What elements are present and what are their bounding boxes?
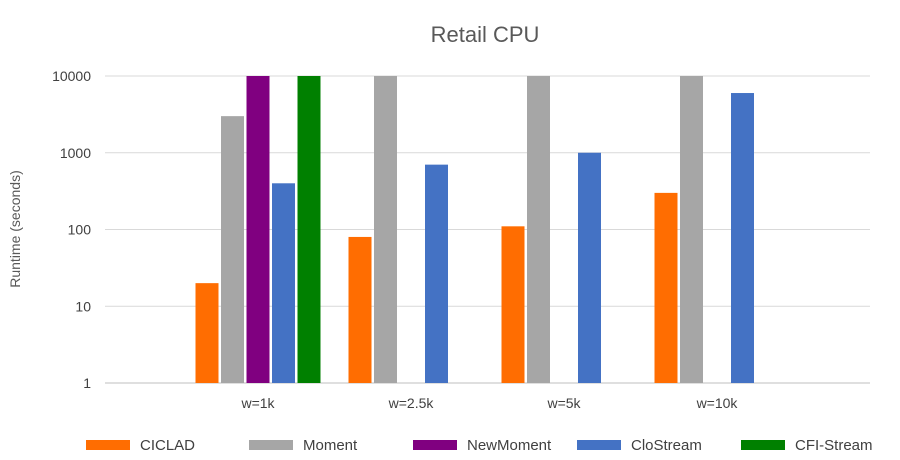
chart-title: Retail CPU	[431, 22, 540, 47]
bar-ciclad-2	[501, 226, 525, 383]
bar-moment-0	[221, 116, 244, 383]
bar-cfi-stream-0	[297, 76, 321, 383]
legend-swatch-moment	[249, 440, 293, 450]
legend-swatch-clostream	[577, 440, 621, 450]
bar-ciclad-1	[348, 236, 372, 383]
bar-moment-2	[527, 76, 550, 383]
bar-ciclad-0	[195, 283, 219, 383]
x-tick-label: w=1k	[240, 395, 275, 411]
x-tick-label: w=2.5k	[388, 395, 435, 411]
legend-label: NewMoment	[467, 437, 552, 454]
legend-swatch-ciclad	[86, 440, 130, 450]
bar-clostream-0	[272, 183, 295, 383]
legend: CICLAD Moment NewMoment CloStream CFI-Stream	[86, 437, 873, 454]
legend-swatch-newmoment	[413, 440, 457, 450]
bar-newmoment-0	[246, 76, 270, 383]
y-axis-ticks: 1 10 100 1000 10000	[52, 68, 91, 391]
bar-clostream-3	[731, 93, 754, 384]
legend-label: CFI-Stream	[795, 437, 873, 454]
y-tick-label: 10000	[52, 68, 91, 84]
legend-label: CICLAD	[140, 437, 195, 454]
y-tick-label: 100	[68, 222, 92, 238]
bar-clostream-2	[578, 152, 601, 383]
x-tick-label: w=10k	[696, 395, 739, 411]
legend-label: Moment	[303, 437, 358, 454]
bar-moment-1	[374, 76, 397, 383]
y-tick-label: 1000	[60, 145, 91, 161]
y-axis-label: Runtime (seconds)	[7, 170, 23, 288]
legend-swatch-cfi-stream	[741, 440, 785, 450]
legend-label: CloStream	[631, 437, 702, 454]
gridlines	[105, 75, 870, 384]
bar-clostream-1	[425, 164, 448, 383]
y-tick-label: 1	[83, 375, 91, 391]
x-axis-ticks: w=1k w=2.5k w=5k w=10k	[240, 395, 738, 411]
bars	[195, 76, 754, 384]
bar-ciclad-3	[654, 192, 678, 383]
bar-moment-3	[680, 76, 703, 383]
x-tick-label: w=5k	[546, 395, 581, 411]
y-tick-label: 10	[75, 298, 91, 314]
